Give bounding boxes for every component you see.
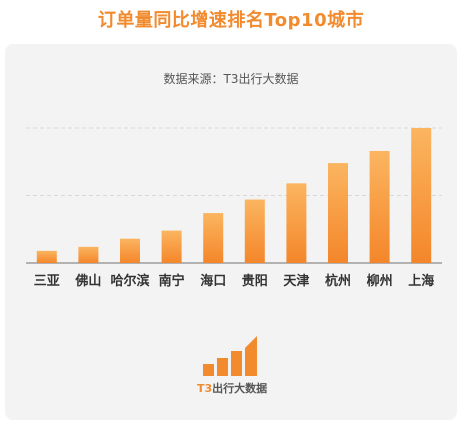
bar-8 [328,163,348,263]
x-tick-label-5: 海口 [200,273,226,289]
chart-panel: 数据来源：T3出行大数据 三亚 佛山 哈尔滨 南宁 海口 贵阳 天津 杭州 柳州 上海 T3出行大… [5,44,457,420]
bar-10 [411,128,432,263]
bar-3 [120,238,140,263]
x-tick-label-1: 三亚 [34,274,60,289]
x-tick-label-2: 佛山 [74,273,101,289]
bar-6 [244,199,265,263]
bar-9 [369,150,390,263]
data-source-note: 数据来源：T3出行大数据 [163,72,299,86]
x-tick-label-4: 南宁 [159,273,185,289]
bar-5 [203,213,224,263]
logo-text: T3出行大数据 [197,380,267,396]
t3-bar-logo-icon [203,336,257,376]
x-tick-label-8: 杭州 [325,273,351,289]
bar-2 [78,246,99,263]
bar-chart: 三亚 佛山 哈尔滨 南宁 海口 贵阳 天津 杭州 柳州 上海 [26,127,442,289]
t3-logo: T3出行大数据 [197,334,267,396]
logo-brand: T3 [197,382,213,395]
x-tick-label-7: 天津 [283,273,309,289]
x-tick-label-6: 贵阳 [242,273,268,289]
bar-4 [161,230,182,263]
chart-title: 订单量同比增速排名Top10城市 [97,10,365,31]
logo-suffix: 出行大数据 [212,382,268,395]
bar-7 [286,183,307,263]
bar-1 [36,250,57,263]
x-tick-label-10: 上海 [408,273,434,289]
x-tick-label-3: 哈尔滨 [110,273,149,289]
x-tick-label-9: 柳州 [367,273,393,289]
